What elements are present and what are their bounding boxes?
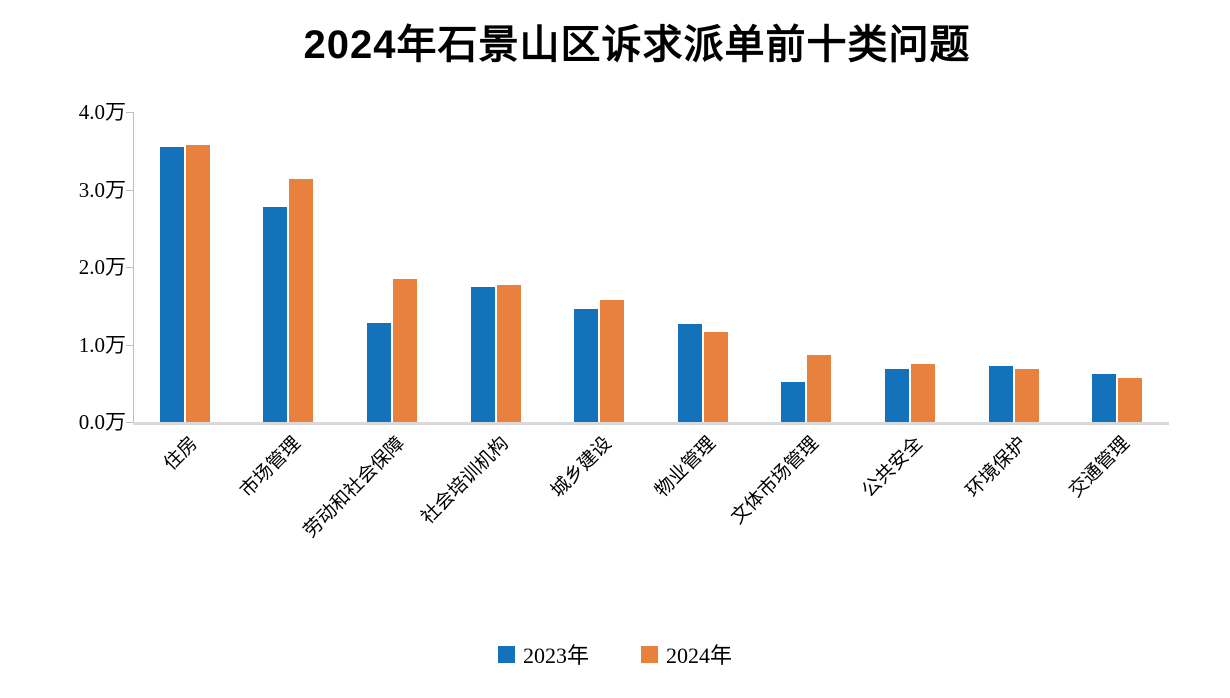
- x-category-label: 城乡建设: [547, 433, 617, 502]
- legend-label: 2023年: [522, 643, 589, 668]
- y-axis-tick-label: 0.0万: [78, 410, 126, 434]
- legend-label: 2024年: [666, 643, 733, 668]
- bar-2023年-劳动和社会保障: [367, 323, 391, 422]
- x-category-label: 交通管理: [1065, 433, 1135, 502]
- legend-item-2023年: 2023年: [497, 638, 589, 670]
- bar-2024年-环境保护: [1014, 369, 1039, 422]
- bar-2024年-交通管理: [1118, 378, 1143, 422]
- legend-swatch-2024年: [641, 645, 658, 663]
- y-axis-tick-label: 3.0万: [78, 177, 126, 202]
- legend-item-2024年: 2024年: [641, 638, 732, 670]
- bar-2023年-物业管理: [677, 324, 702, 422]
- bar-2024年-文体市场管理: [807, 355, 832, 422]
- x-category-label: 文体市场管理: [727, 433, 824, 529]
- y-axis-tick: [126, 267, 133, 268]
- x-axis-line: [133, 422, 1169, 425]
- legend-swatch-2023年: [497, 645, 515, 663]
- bar-2023年-环境保护: [988, 366, 1013, 422]
- x-category-label: 市场管理: [236, 433, 306, 502]
- chart-title: 2024年石景山区诉求派单前十类问题: [303, 23, 971, 67]
- bar-2024年-劳动和社会保障: [393, 279, 417, 422]
- y-axis-tick-label: 1.0万: [78, 332, 126, 357]
- bar-2024年-公共安全: [911, 364, 935, 422]
- x-category-label: 物业管理: [651, 433, 720, 502]
- bar-2023年-社会培训机构: [470, 287, 495, 422]
- bar-2024年-住房: [185, 145, 210, 422]
- bar-2023年-市场管理: [263, 207, 288, 422]
- y-axis-tick: [126, 189, 133, 191]
- x-category-label: 公共安全: [858, 433, 927, 502]
- x-category-label: 劳动和社会保障: [299, 433, 409, 542]
- y-axis-tick-label: 2.0万: [78, 255, 126, 279]
- y-axis-tick: [126, 344, 133, 346]
- bar-2023年-交通管理: [1092, 374, 1117, 422]
- x-category-label: 社会培训机构: [416, 433, 513, 529]
- y-axis-line: [133, 112, 134, 422]
- bar-2023年-文体市场管理: [781, 382, 806, 422]
- x-category-label: 环境保护: [961, 433, 1031, 502]
- bar-2023年-公共安全: [885, 369, 909, 422]
- x-category-label: 住房: [159, 433, 202, 475]
- y-axis-tick: [126, 112, 133, 113]
- bar-2023年-住房: [159, 147, 184, 422]
- bar-2023年-城乡建设: [574, 309, 599, 422]
- legend: 2023年 2024年: [0, 638, 1230, 670]
- bar-2024年-城乡建设: [600, 300, 625, 422]
- bar-2024年-市场管理: [289, 179, 314, 422]
- y-axis-tick-label: 4.0万: [78, 100, 126, 124]
- bar-2024年-物业管理: [703, 332, 728, 422]
- y-axis-tick: [126, 422, 133, 423]
- bar-2024年-社会培训机构: [496, 285, 521, 422]
